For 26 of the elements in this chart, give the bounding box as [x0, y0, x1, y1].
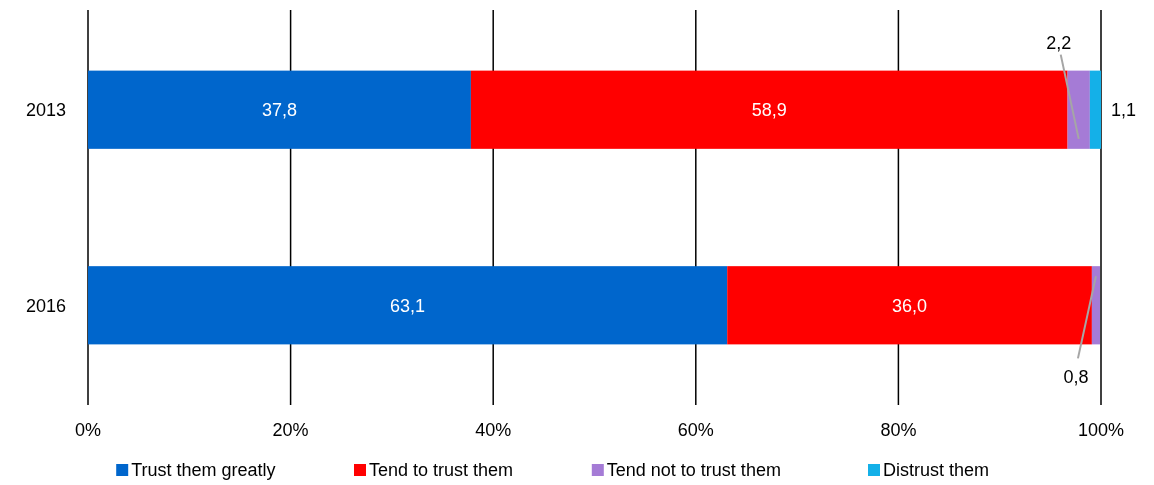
x-tick-label: 60%: [677, 420, 714, 441]
data-label: 0,8: [1063, 366, 1089, 387]
y-tick-label: 2016: [25, 295, 66, 316]
data-label: 1,1: [1111, 100, 1137, 121]
bar: [1089, 70, 1101, 149]
bar: [1067, 70, 1090, 149]
data-label: 58,9: [751, 100, 787, 121]
data-label: 63,1: [390, 295, 426, 316]
legend-label: Trust them greatly: [131, 460, 276, 481]
x-tick-label: 100%: [1077, 420, 1125, 441]
data-label: 37,8: [261, 100, 297, 121]
data-label: 36,0: [892, 295, 928, 316]
x-tick-label: 40%: [475, 420, 512, 441]
legend-label: Distrust them: [883, 460, 990, 481]
bar: [727, 266, 1092, 345]
bar: [88, 70, 471, 149]
x-tick-label: 0%: [74, 420, 102, 441]
data-label: 2,2: [1046, 32, 1072, 53]
bar: [1091, 266, 1100, 345]
legend-label: Tend to trust them: [369, 460, 514, 481]
bar: [470, 70, 1068, 149]
x-tick-label: 20%: [272, 420, 309, 441]
y-tick-label: 2013: [25, 100, 66, 121]
bar: [88, 266, 728, 345]
x-tick-label: 80%: [880, 420, 917, 441]
legend-label: Tend not to trust them: [606, 460, 781, 481]
